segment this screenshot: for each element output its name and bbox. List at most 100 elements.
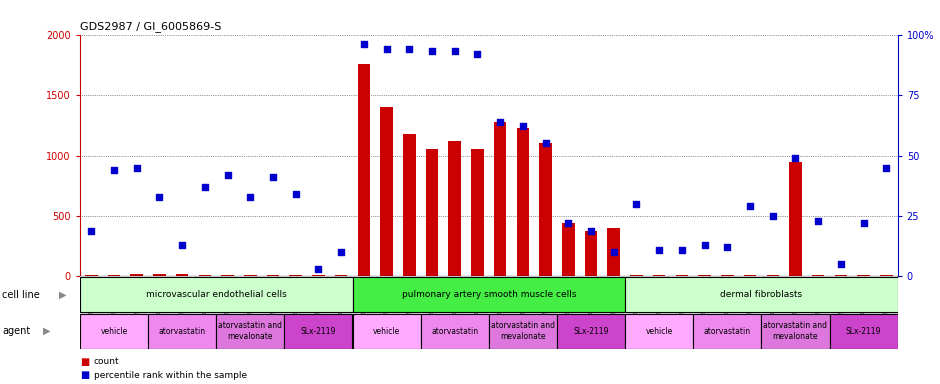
Bar	[698, 275, 711, 276]
Bar	[625, 314, 693, 349]
Bar	[721, 275, 733, 276]
Bar	[352, 277, 625, 312]
Point	[538, 141, 553, 147]
Bar	[426, 149, 438, 276]
Text: GSM215330: GSM215330	[634, 280, 639, 318]
Text: GSM215325: GSM215325	[521, 280, 525, 318]
Text: GSM215254: GSM215254	[157, 280, 162, 318]
Point	[606, 249, 621, 255]
Point	[197, 184, 212, 190]
Bar	[694, 314, 761, 349]
Text: vehicle: vehicle	[373, 327, 400, 336]
Bar	[357, 64, 370, 276]
Text: atorvastatin and
mevalonate: atorvastatin and mevalonate	[763, 321, 827, 341]
Point	[720, 244, 735, 250]
Bar	[562, 223, 574, 276]
Text: GSM215327: GSM215327	[566, 280, 571, 318]
Text: GSM215326: GSM215326	[543, 280, 548, 318]
Text: pulmonary artery smooth muscle cells: pulmonary artery smooth muscle cells	[401, 290, 576, 299]
Text: agent: agent	[2, 326, 30, 336]
Point	[651, 247, 666, 253]
Text: GSM215344: GSM215344	[202, 280, 208, 318]
Bar	[829, 314, 898, 349]
Text: GSM215335: GSM215335	[747, 280, 753, 318]
Point	[810, 218, 825, 224]
Text: GSM215253: GSM215253	[134, 280, 139, 318]
Point	[674, 247, 689, 253]
Bar	[153, 274, 165, 276]
Text: SLx-2119: SLx-2119	[301, 327, 337, 336]
Point	[84, 227, 99, 233]
Text: GSM215337: GSM215337	[793, 280, 798, 318]
Point	[697, 242, 713, 248]
Bar	[653, 275, 666, 276]
Bar	[761, 314, 829, 349]
Text: GSM215312: GSM215312	[452, 280, 457, 318]
Bar	[517, 128, 529, 276]
Text: GSM215338: GSM215338	[816, 280, 821, 318]
Bar	[335, 275, 348, 276]
Bar	[556, 314, 625, 349]
Text: GSM215340: GSM215340	[861, 280, 866, 318]
Text: GDS2987 / GI_6005869-S: GDS2987 / GI_6005869-S	[80, 21, 221, 32]
Text: GSM215310: GSM215310	[407, 280, 412, 318]
Point	[447, 48, 462, 55]
Text: GSM215329: GSM215329	[611, 280, 617, 318]
Point	[493, 119, 508, 125]
Point	[243, 194, 258, 200]
Bar	[766, 275, 779, 276]
Bar	[857, 275, 870, 276]
Text: atorvastatin and
mevalonate: atorvastatin and mevalonate	[491, 321, 555, 341]
Bar	[448, 141, 461, 276]
Bar	[540, 144, 552, 276]
Text: cell line: cell line	[2, 290, 39, 300]
Bar	[790, 162, 802, 276]
Bar	[284, 314, 352, 349]
Bar	[85, 275, 98, 276]
Text: atorvastatin: atorvastatin	[431, 327, 478, 336]
Bar	[585, 230, 597, 276]
Bar	[630, 275, 643, 276]
Text: SLx-2119: SLx-2119	[573, 327, 609, 336]
Point	[401, 46, 416, 52]
Point	[152, 194, 167, 200]
Point	[334, 249, 349, 255]
Point	[379, 46, 394, 52]
Point	[765, 213, 780, 219]
Bar	[744, 275, 757, 276]
Point	[788, 155, 803, 161]
Bar	[312, 275, 324, 276]
Bar	[290, 275, 302, 276]
Text: GSM215328: GSM215328	[588, 280, 593, 318]
Bar	[216, 314, 284, 349]
Text: percentile rank within the sample: percentile rank within the sample	[94, 371, 247, 380]
Text: GSM215295: GSM215295	[316, 280, 321, 318]
Point	[311, 266, 326, 272]
Bar	[607, 228, 620, 276]
Bar	[403, 134, 415, 276]
Text: GSM215283: GSM215283	[225, 280, 230, 318]
Point	[289, 191, 304, 197]
Text: vehicle: vehicle	[101, 327, 128, 336]
Text: GSM215296: GSM215296	[338, 280, 344, 318]
Bar	[676, 275, 688, 276]
Point	[584, 227, 599, 233]
Text: GSM215284: GSM215284	[248, 280, 253, 318]
Point	[129, 165, 144, 171]
Bar	[352, 314, 421, 349]
Text: GSM215331: GSM215331	[657, 280, 662, 318]
Bar	[131, 274, 143, 276]
Point	[743, 203, 758, 209]
Point	[356, 41, 371, 47]
Text: dermal fibroblasts: dermal fibroblasts	[720, 290, 803, 299]
Text: vehicle: vehicle	[646, 327, 673, 336]
Bar	[108, 275, 120, 276]
Point	[470, 51, 485, 57]
Text: count: count	[94, 357, 119, 366]
Point	[175, 242, 190, 248]
Text: GSM215334: GSM215334	[725, 280, 729, 318]
Text: GSM215332: GSM215332	[680, 280, 684, 318]
Point	[265, 174, 280, 180]
Point	[834, 261, 849, 267]
Bar	[835, 275, 847, 276]
